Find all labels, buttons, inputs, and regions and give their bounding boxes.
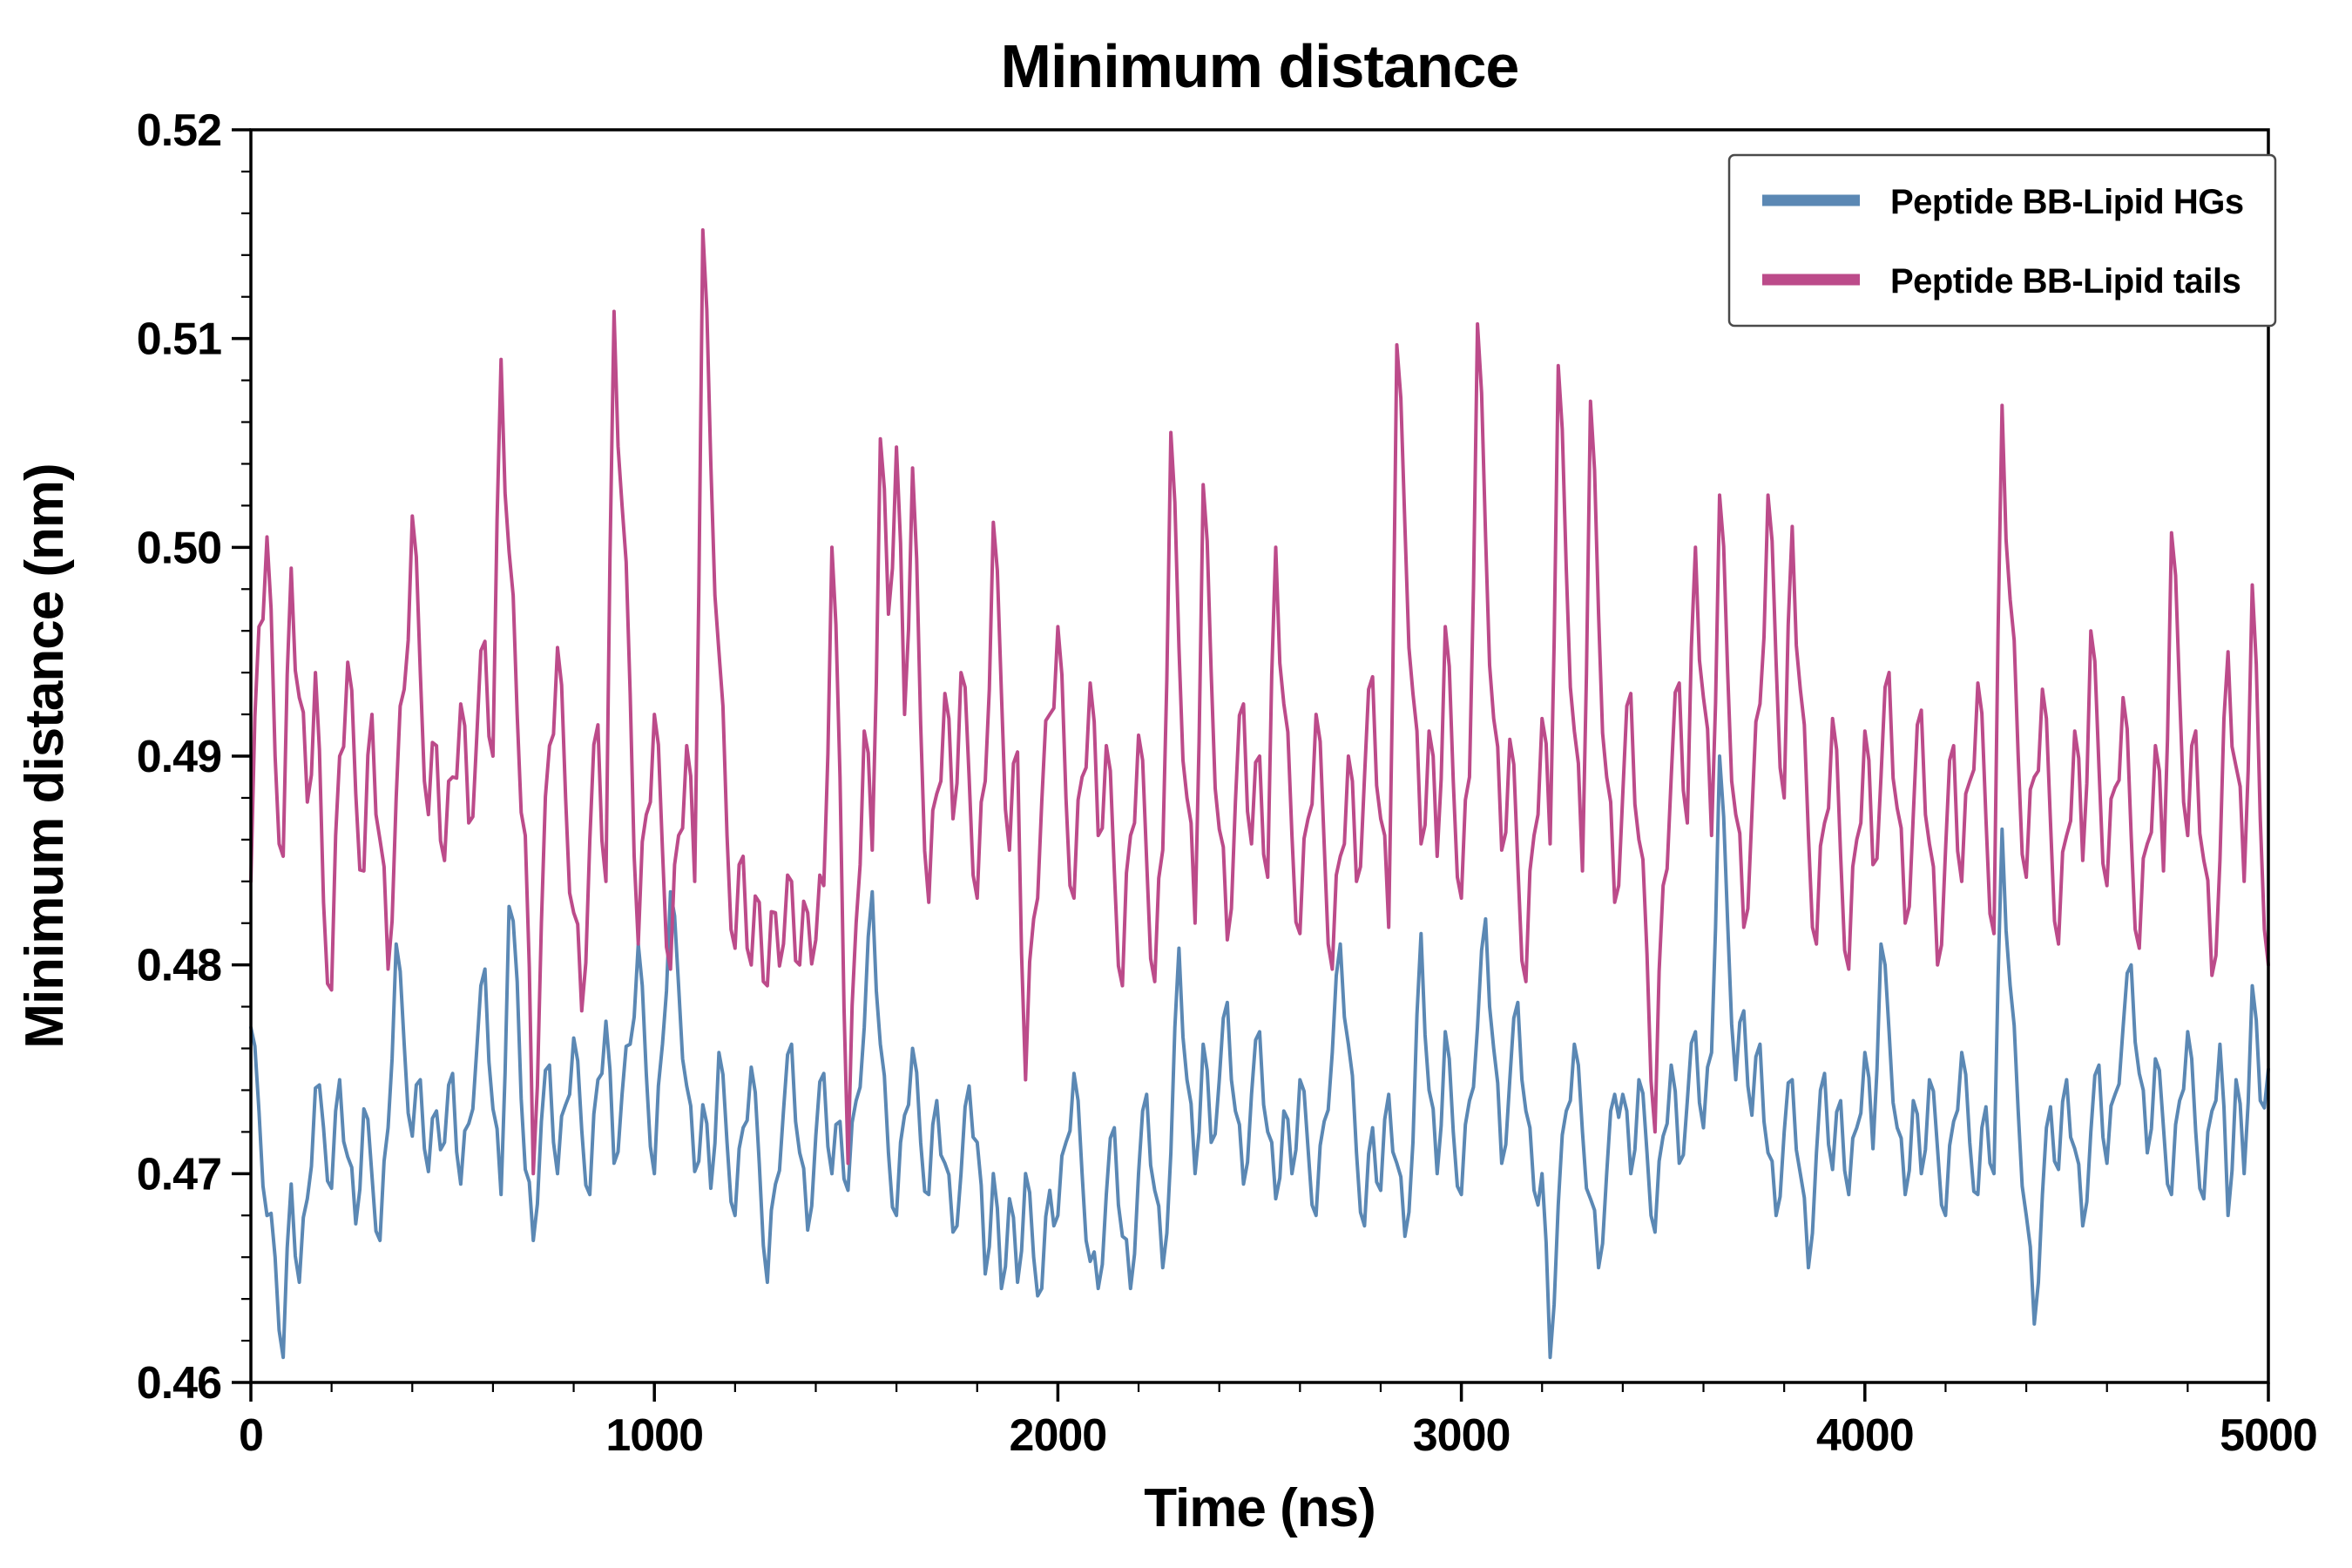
y-axis-label: Minimum distance (nm) [15, 463, 75, 1048]
x-axis-label: Time (ns) [1144, 1478, 1375, 1538]
x-tick-label: 0 [239, 1410, 263, 1461]
y-tick-label: 0.48 [137, 941, 221, 991]
y-tick-label: 0.51 [137, 314, 221, 365]
legend-label-peptide-bb-lipid-tails: Peptide BB-Lipid tails [1890, 262, 2240, 301]
y-tick-label: 0.50 [137, 523, 221, 573]
plot-border [249, 128, 2270, 1384]
x-tick-label: 5000 [2220, 1410, 2317, 1461]
chart-title: Minimum distance [1001, 32, 1519, 100]
y-tick-label: 0.47 [137, 1149, 221, 1200]
x-tick-label: 3000 [1413, 1410, 1511, 1461]
y-tick-label: 0.52 [137, 105, 221, 156]
legend-box [1727, 153, 2277, 328]
y-tick-label: 0.49 [137, 732, 221, 782]
series-line-peptide-bb-lipid-tails [249, 228, 2270, 1176]
x-tick-label: 4000 [1816, 1410, 1914, 1461]
series-line-peptide-bb-lipid-hgs [249, 754, 2270, 1360]
plot-area: 0 1000 2000 3000 4000 5000 0.46 0.47 0.48 0.49 0.5… [137, 105, 2318, 1461]
legend: Peptide BB-Lipid HGs Peptide BB-Lipid tai… [1727, 153, 2277, 328]
x-tick-label: 2000 [1010, 1410, 1107, 1461]
legend-label-peptide-bb-lipid-hgs: Peptide BB-Lipid HGs [1890, 183, 2244, 221]
x-tick-label: 1000 [605, 1410, 703, 1461]
y-tick-label: 0.46 [137, 1358, 221, 1409]
